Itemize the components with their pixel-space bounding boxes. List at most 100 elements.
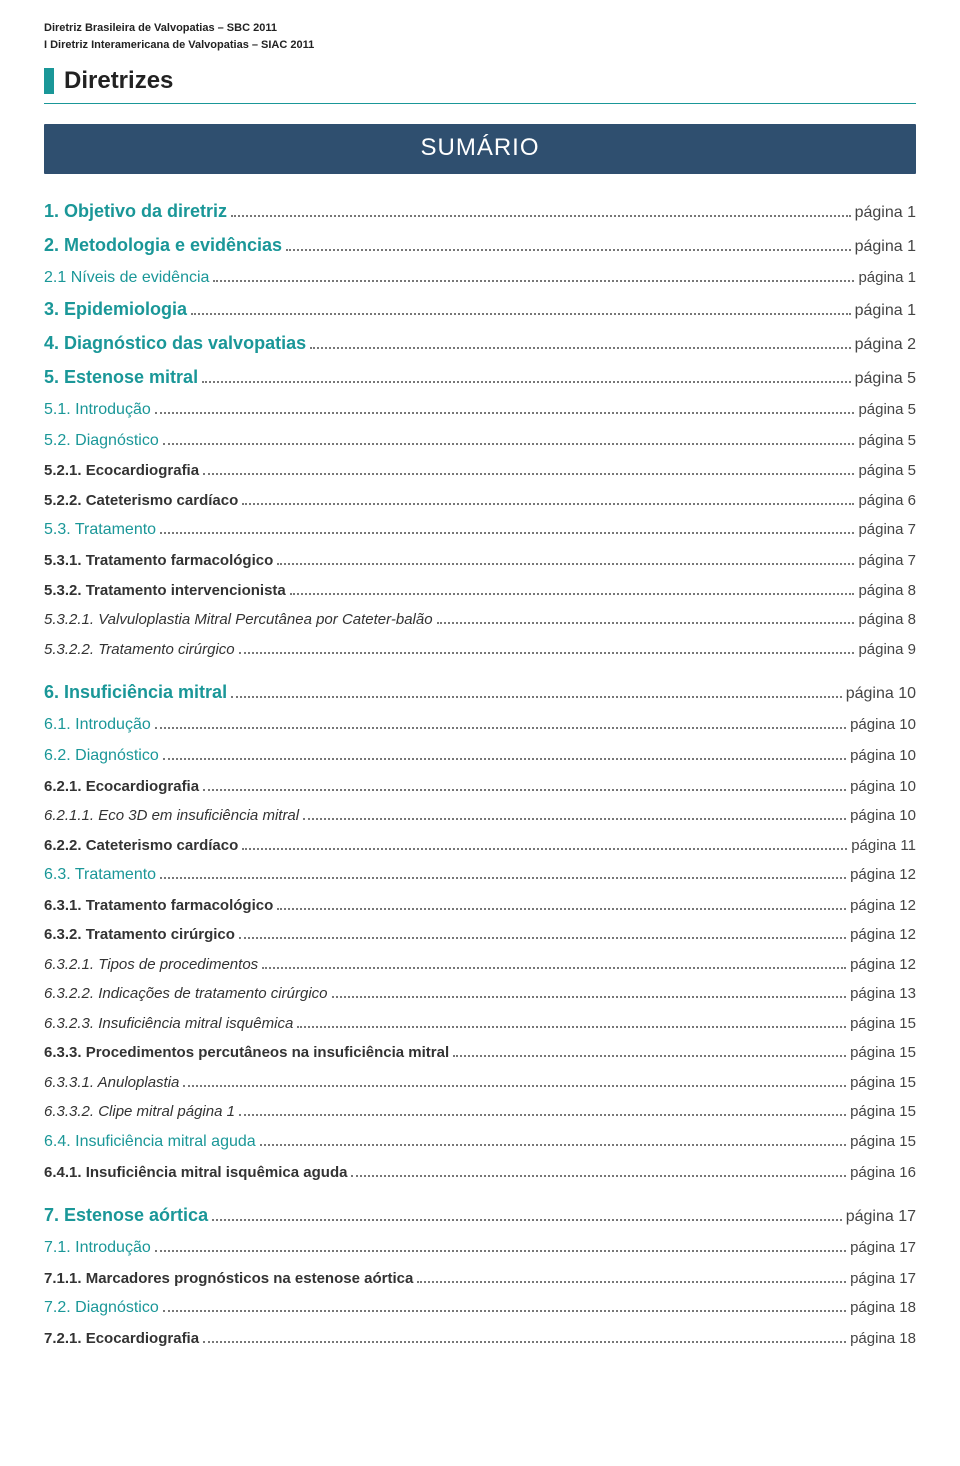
toc-dots [191, 313, 851, 315]
toc-label: 6. Insuficiência mitral [44, 681, 227, 704]
toc-row: 1. Objetivo da diretrizpágina 1 [44, 200, 916, 224]
toc-page: página 17 [850, 1269, 916, 1289]
table-of-contents: 1. Objetivo da diretrizpágina 12. Metodo… [44, 200, 916, 1349]
toc-label: 6.2.2. Cateterismo cardíaco [44, 836, 238, 856]
toc-dots [155, 727, 846, 729]
toc-label: 6.2.1.1. Eco 3D em insuficiência mitral [44, 806, 299, 826]
toc-row: 5.3.2. Tratamento intervencionistapágina… [44, 581, 916, 601]
toc-row: 7.2. Diagnósticopágina 18 [44, 1298, 916, 1319]
toc-dots [303, 818, 846, 820]
toc-label: 5.2.2. Cateterismo cardíaco [44, 491, 238, 511]
toc-dots [242, 848, 847, 850]
toc-row: 5.2.1. Ecocardiografia página 5 [44, 461, 916, 481]
toc-page: página 12 [850, 925, 916, 945]
toc-label: 7.1. Introdução [44, 1238, 151, 1259]
sumario-banner: SUMÁRIO [44, 124, 916, 174]
toc-page: página 5 [858, 461, 916, 481]
toc-label: 6.3.3.2. Clipe mitral página 1 [44, 1102, 235, 1122]
toc-page: página 17 [850, 1238, 916, 1258]
toc-page: página 15 [850, 1132, 916, 1152]
toc-page: página 18 [850, 1329, 916, 1349]
toc-label: 5.3.2. Tratamento intervencionista [44, 581, 286, 601]
toc-dots [260, 1144, 846, 1146]
toc-dots [417, 1281, 846, 1283]
toc-page: página 5 [858, 431, 916, 451]
toc-label: 7.1.1. Marcadores prognósticos na esteno… [44, 1269, 413, 1289]
toc-row: 6.3.3.1. Anuloplastiapágina 15 [44, 1073, 916, 1093]
toc-row: 6.2.1.1. Eco 3D em insuficiência mitralp… [44, 806, 916, 826]
toc-dots [212, 1219, 842, 1221]
toc-label: 6.4. Insuficiência mitral aguda [44, 1132, 256, 1153]
toc-label: 6.2. Diagnóstico [44, 746, 159, 767]
toc-label: 2.1 Níveis de evidência [44, 268, 209, 289]
toc-page: página 6 [858, 491, 916, 511]
toc-row: 5. Estenose mitral página 5 [44, 366, 916, 390]
divider [44, 103, 916, 104]
toc-label: 5.3.2.2. Tratamento cirúrgico [44, 640, 235, 660]
toc-label: 5.2.1. Ecocardiografia [44, 461, 199, 481]
toc-page: página 9 [858, 640, 916, 660]
toc-label: 7.2.1. Ecocardiografia [44, 1329, 199, 1349]
toc-label: 5.3.1. Tratamento farmacológico [44, 551, 273, 571]
toc-page: página 13 [850, 984, 916, 1004]
toc-page: página 2 [855, 335, 916, 356]
toc-dots [239, 937, 846, 939]
toc-dots [277, 908, 846, 910]
toc-label: 6.3.2.1. Tipos de procedimentos [44, 955, 258, 975]
toc-page: página 5 [855, 369, 916, 390]
toc-page: página 12 [850, 955, 916, 975]
toc-row: 6.2. Diagnósticopágina 10 [44, 746, 916, 767]
toc-row: 6.3.3. Procedimentos percutâneos na insu… [44, 1043, 916, 1063]
toc-row: 6.2.1. Ecocardiografiapágina 10 [44, 777, 916, 797]
toc-dots [231, 215, 851, 217]
toc-dots [239, 1114, 846, 1116]
toc-dots [351, 1175, 846, 1177]
toc-label: 5.1. Introdução [44, 400, 151, 421]
accent-bar [44, 68, 54, 94]
toc-page: página 12 [850, 896, 916, 916]
toc-dots [155, 412, 855, 414]
toc-row: 5.2. Diagnósticopágina 5 [44, 431, 916, 452]
toc-page: página 1 [855, 301, 916, 322]
toc-dots [297, 1026, 846, 1028]
toc-dots [155, 1250, 846, 1252]
toc-row: 6.4.1. Insuficiência mitral isquêmica ag… [44, 1163, 916, 1183]
toc-row: 5.3.1. Tratamento farmacológico página 7 [44, 551, 916, 571]
toc-row: 5.3. Tratamentopágina 7 [44, 520, 916, 541]
toc-label: 4. Diagnóstico das valvopatias [44, 332, 306, 355]
toc-row: 6. Insuficiência mitralpágina 10 [44, 681, 916, 705]
toc-page: página 17 [846, 1207, 916, 1228]
toc-page: página 15 [850, 1073, 916, 1093]
toc-dots [286, 249, 851, 251]
toc-label: 7.2. Diagnóstico [44, 1298, 159, 1319]
toc-dots [183, 1085, 846, 1087]
document-page: Diretriz Brasileira de Valvopatias – SBC… [0, 0, 960, 1389]
toc-label: 6.3.1. Tratamento farmacológico [44, 896, 273, 916]
main-title: Diretrizes [64, 67, 173, 95]
toc-dots [453, 1055, 846, 1057]
toc-row: 6.3.3.2. Clipe mitral página 1 página 15 [44, 1102, 916, 1122]
toc-row: 6.3.2. Tratamento cirúrgicopágina 12 [44, 925, 916, 945]
toc-page: página 7 [858, 551, 916, 571]
toc-page: página 15 [850, 1102, 916, 1122]
toc-page: página 15 [850, 1014, 916, 1034]
toc-dots [290, 593, 855, 595]
toc-dots [213, 280, 854, 282]
toc-page: página 10 [850, 777, 916, 797]
toc-row: 7. Estenose aórticapágina 17 [44, 1204, 916, 1228]
title-bar: Diretrizes [44, 67, 916, 95]
toc-label: 1. Objetivo da diretriz [44, 200, 227, 223]
toc-label: 6.3.3. Procedimentos percutâneos na insu… [44, 1043, 449, 1063]
toc-dots [242, 503, 854, 505]
toc-label: 6.3.2.3. Insuficiência mitral isquêmica [44, 1014, 293, 1034]
toc-page: página 1 [855, 237, 916, 258]
toc-page: página 16 [850, 1163, 916, 1183]
toc-row: 7.2.1. Ecocardiografia página 18 [44, 1329, 916, 1349]
toc-row: 6.3.2.1. Tipos de procedimentos página 12 [44, 955, 916, 975]
toc-dots [310, 347, 851, 349]
toc-dots [163, 1310, 846, 1312]
toc-row: 5.3.2.1. Valvuloplastia Mitral Percutâne… [44, 610, 916, 630]
toc-dots [203, 473, 854, 475]
toc-label: 5. Estenose mitral [44, 366, 198, 389]
toc-dots [437, 622, 855, 624]
